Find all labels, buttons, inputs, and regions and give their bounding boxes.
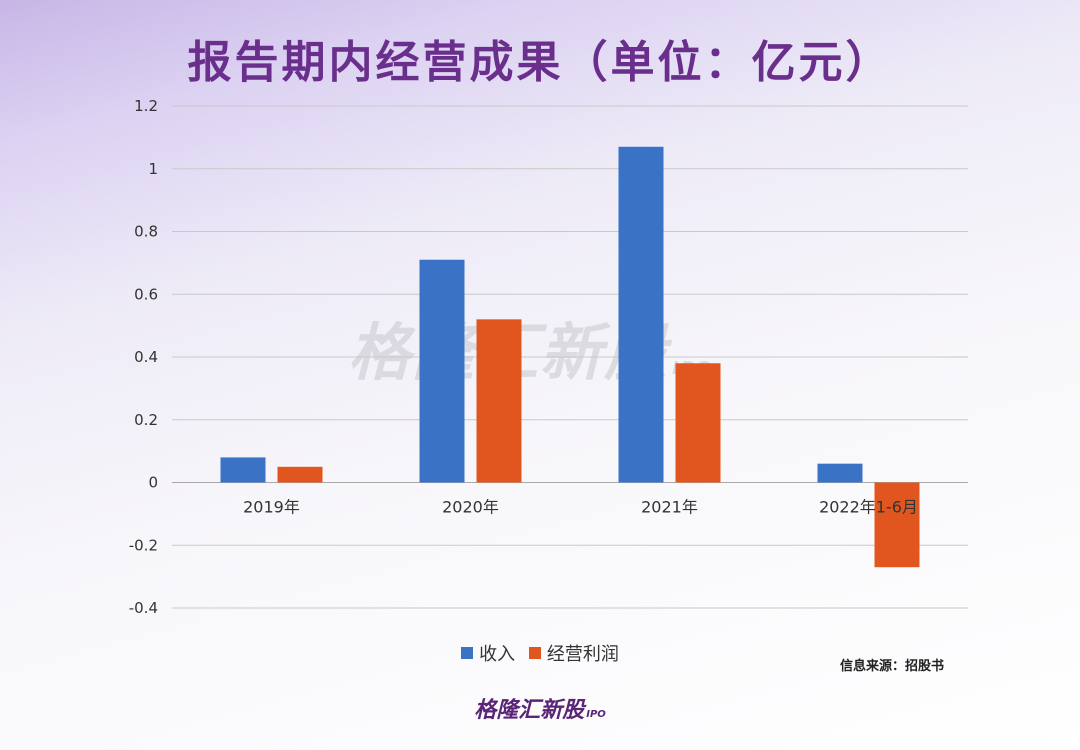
y-tick-label: 1.2 (134, 97, 158, 115)
bar-profit (476, 319, 522, 483)
logo-text: 格隆汇新股 (474, 698, 585, 723)
legend-label-profit: 经营利润 (546, 644, 619, 665)
bar-income (419, 259, 465, 483)
bar-income (817, 463, 863, 483)
x-tick-label: 2021年 (641, 498, 698, 517)
legend-swatch-income (461, 647, 474, 659)
y-tick-label: -0.2 (129, 536, 158, 554)
legend: 收入 经营利润 (0, 640, 1080, 666)
x-tick-label: 2019年 (243, 498, 300, 517)
legend-item-income: 收入 (461, 640, 515, 666)
bar-profit (874, 482, 920, 568)
y-tick-label: 0.8 (134, 223, 158, 241)
legend-swatch-profit (528, 647, 541, 659)
y-tick-label: 1 (148, 160, 158, 178)
chart-title: 报告期内经营成果（单位：亿元） (187, 37, 893, 88)
y-tick-label: 0.6 (134, 285, 158, 303)
source-note: 信息来源：招股书 (839, 659, 944, 674)
x-tick-label: 2022年1-6月 (819, 498, 918, 517)
y-tick-label: -0.4 (129, 599, 158, 617)
y-tick-label: 0.4 (134, 348, 158, 366)
y-tick-label: 0.2 (134, 411, 158, 429)
legend-label-income: 收入 (479, 644, 516, 665)
logo-sub: IPO (586, 709, 606, 720)
x-tick-label: 2020年 (442, 498, 499, 517)
bar-income (220, 457, 266, 483)
legend-item-profit: 经营利润 (528, 640, 619, 666)
bar-profit (675, 363, 721, 483)
bar-profit (277, 466, 323, 483)
logo: 格隆汇新股 IPO (0, 692, 1080, 724)
y-tick-label: 0 (148, 474, 158, 492)
bar-income (618, 146, 664, 483)
